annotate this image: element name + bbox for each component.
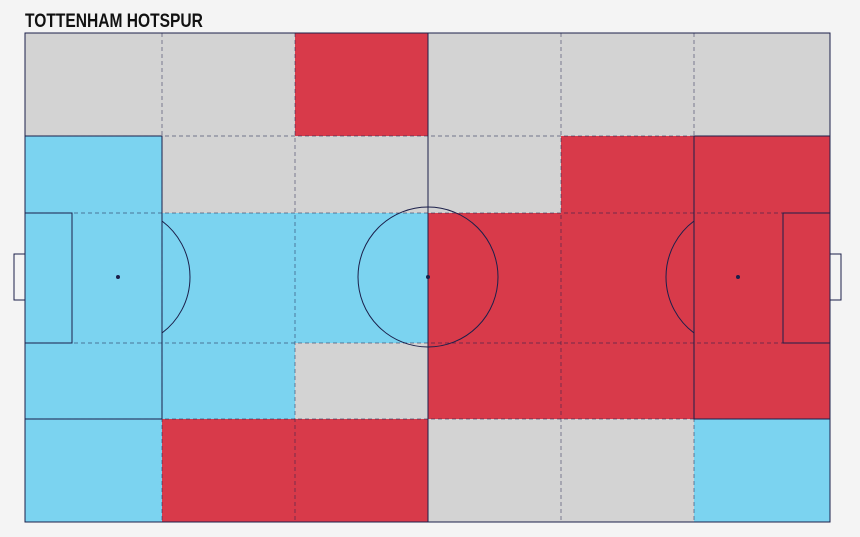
zone (561, 343, 694, 419)
zone (295, 136, 428, 213)
zone (25, 213, 162, 343)
zone (25, 136, 162, 213)
zone (162, 419, 295, 522)
goal (13, 253, 26, 301)
penalty-spot (116, 275, 120, 279)
penalty-arc (665, 220, 695, 334)
zone (561, 136, 694, 213)
zone (295, 343, 428, 419)
zone (162, 213, 295, 343)
title: TOTTENHAM HOTSPUR (25, 10, 203, 32)
zone (694, 419, 830, 522)
zone (694, 213, 830, 343)
center-circle (357, 206, 499, 348)
zone (561, 213, 694, 343)
zone (694, 33, 830, 136)
zone (428, 136, 561, 213)
zone (561, 419, 694, 522)
zone (162, 136, 295, 213)
zone (295, 33, 428, 136)
zone (25, 343, 162, 419)
zone (694, 343, 830, 419)
zone (428, 213, 561, 343)
center-spot (426, 275, 430, 279)
goal (829, 253, 842, 301)
zones (25, 33, 830, 522)
zone (428, 343, 561, 419)
penalty-arc (161, 220, 191, 334)
zone (295, 419, 428, 522)
zone (25, 419, 162, 522)
pitch-lines (13, 32, 842, 523)
zone (25, 33, 162, 136)
zone (295, 213, 428, 343)
zone (162, 343, 295, 419)
zone (428, 419, 561, 522)
zone (694, 136, 830, 213)
zone (428, 33, 561, 136)
zone (561, 33, 694, 136)
zone (162, 33, 295, 136)
penalty-spot (736, 275, 740, 279)
